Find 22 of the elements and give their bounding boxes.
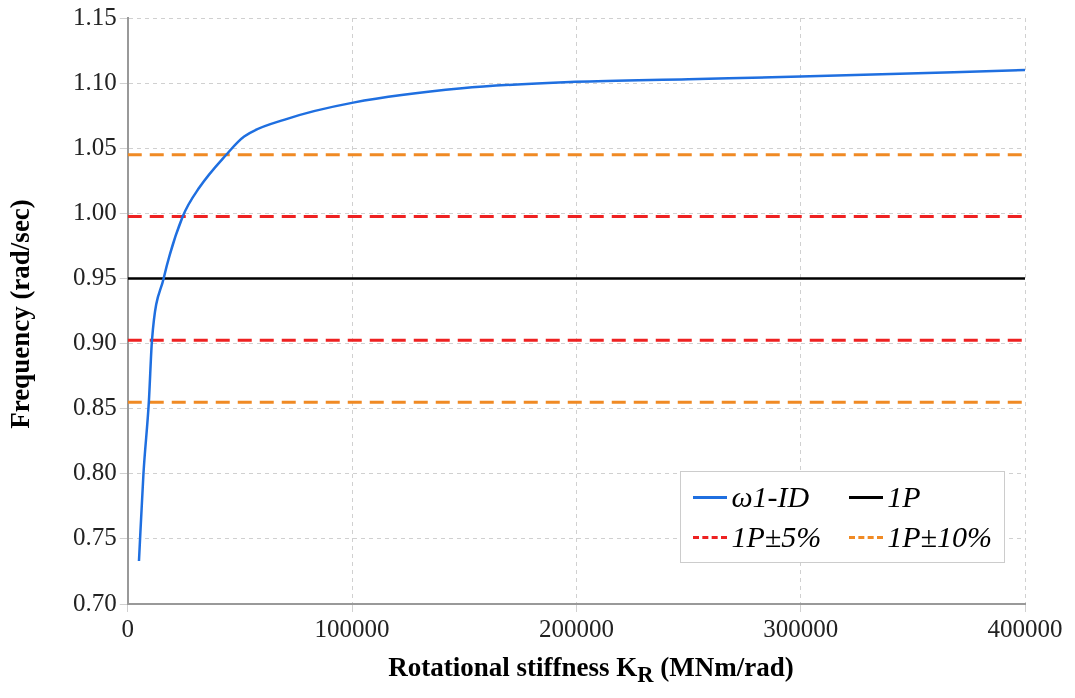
legend-label: 1P [887,480,921,514]
y-tick-label: 0.85 [73,393,117,421]
y-tick-label: 0.75 [73,523,117,551]
x-axis-title: Rotational stiffness K$_{R}$ (MNm/rad) [387,652,795,689]
y-tick-label: 1.00 [73,197,117,225]
y-tick-label: 0.80 [73,458,117,486]
y-tick-label: 1.15 [73,2,117,30]
y-tick-label: 0.70 [73,588,117,616]
y-tick-label: 1.10 [73,67,117,95]
x-tick-label: 100000 [314,614,390,642]
line-series [137,68,1025,563]
y-tick-label: 1.05 [73,132,117,160]
x-tick-label: 200000 [538,614,614,642]
legend-label: ω1-ID [731,480,810,514]
legend-label: 1P±5% [731,520,822,554]
x-tick-label: 400000 [987,614,1063,642]
legend-label: 1P±10% [887,520,992,554]
y-axis-title: Frequency (rad/sec) [4,198,36,431]
x-tick-label: 0 [121,614,134,642]
y-tick-label: 0.95 [73,263,117,291]
y-tick-label: 0.90 [73,328,117,356]
x-tick-label: 300000 [763,614,839,642]
